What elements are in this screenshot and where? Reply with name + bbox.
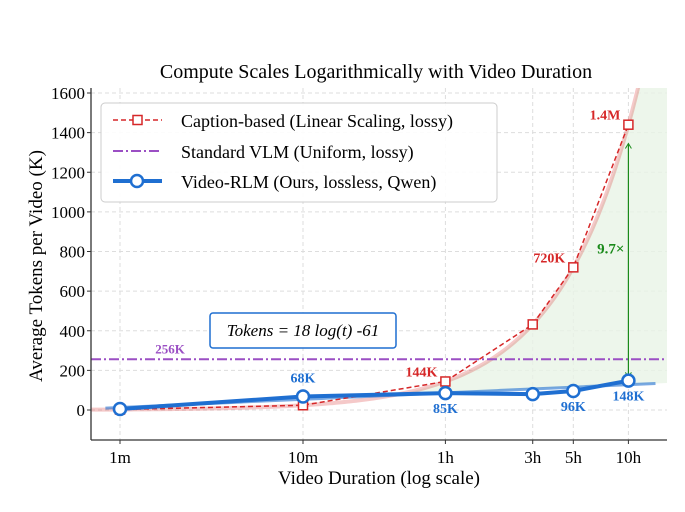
caption-data-label: 720K [533, 251, 565, 266]
y-tick-label: 200 [60, 361, 86, 380]
caption-data-label: 1.4M [590, 109, 621, 124]
y-tick-label: 1400 [51, 124, 85, 143]
standard-vlm-label: 256K [155, 341, 186, 356]
rlm-data-label: 85K [433, 402, 458, 417]
rlm-data-label: 148K [612, 390, 644, 405]
rlm-point [566, 383, 581, 399]
rlm-point [525, 386, 540, 402]
caption-data-label: 144K [406, 365, 438, 380]
y-tick-label: 1200 [51, 163, 85, 182]
x-tick-label: 5h [565, 448, 583, 467]
rlm-data-label: 68K [291, 372, 316, 387]
x-tick-label: 1h [437, 448, 455, 467]
y-tick-label: 1600 [51, 84, 85, 103]
y-axis-label: Average Tokens per Video (K) [26, 150, 47, 382]
legend-caption-based: Caption-based (Linear Scaling, lossy) [181, 111, 453, 132]
rlm-line [119, 378, 629, 412]
rlm-point [112, 401, 128, 417]
rlm-point [438, 385, 453, 401]
legend: Caption-based (Linear Scaling, lossy) St… [100, 102, 498, 203]
y-tick-label: 800 [60, 243, 86, 262]
y-tick-label: 1000 [51, 203, 85, 222]
x-tick-label: 10h [616, 448, 642, 467]
rlm-data-label: 96K [561, 400, 586, 415]
rlm-point [295, 389, 311, 404]
ratio-label: 9.7× [597, 241, 624, 257]
x-axis-label: Video Duration (log scale) [278, 468, 480, 489]
caption-point [568, 262, 579, 273]
arrow-head-up [624, 142, 632, 149]
formula-box: Tokens = 18 log(t) -61 [209, 312, 397, 349]
formula-text: Tokens = 18 log(t) -61 [227, 321, 380, 340]
chart-title: Compute Scales Logarithmically with Vide… [160, 61, 592, 83]
y-tick-label: 0 [77, 401, 86, 420]
rlm-point [621, 373, 636, 388]
x-tick-label: 1m [109, 448, 131, 467]
caption-point [623, 119, 634, 130]
x-tick-label: 10m [288, 448, 318, 467]
y-tick-label: 600 [60, 282, 86, 301]
caption-line [119, 124, 630, 411]
caption-point [527, 319, 538, 330]
y-tick-label: 400 [60, 322, 86, 341]
caption-point [440, 376, 451, 387]
savings-fill [393, 88, 667, 396]
legend-standard-vlm: Standard VLM (Uniform, lossy) [181, 142, 414, 163]
x-tick-label: 3h [524, 448, 542, 467]
legend-video-rlm: Video-RLM (Ours, lossless, Qwen) [181, 172, 436, 193]
